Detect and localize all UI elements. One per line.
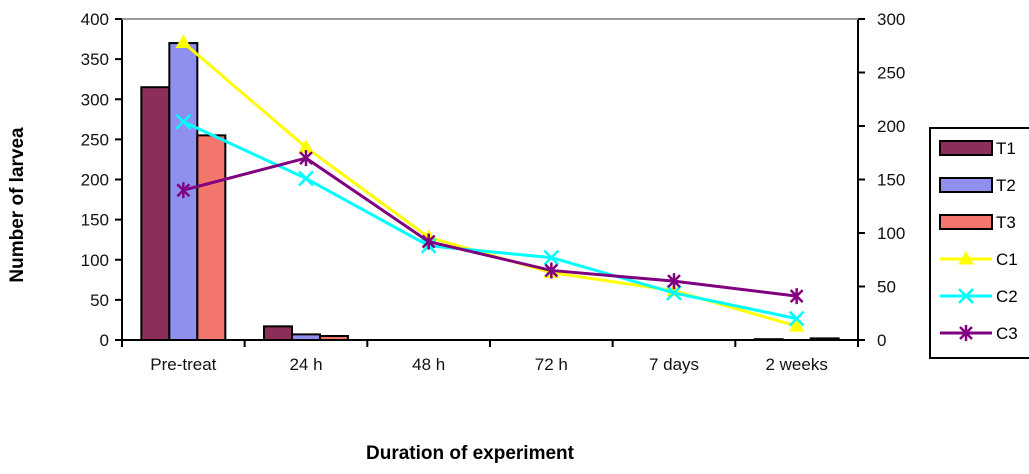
y-right-tick-label: 150 — [877, 171, 905, 190]
y-left-tick-label: 0 — [100, 331, 109, 350]
y-right-tick-label: 0 — [877, 331, 886, 350]
point-c2-0 — [175, 113, 192, 130]
y-right-tick-label: 100 — [877, 224, 905, 243]
y-right-tick-label: 200 — [877, 117, 905, 136]
legend-label: C2 — [996, 287, 1018, 306]
point-c1-0 — [175, 34, 192, 49]
legend-item-t3: T3 — [939, 213, 1016, 232]
point-c2-1 — [298, 170, 314, 187]
y-left-tick-label: 300 — [81, 90, 109, 109]
legend-label: C1 — [996, 250, 1018, 269]
point-c3-0 — [176, 182, 191, 199]
y-left-tick-label: 250 — [81, 130, 109, 149]
y-left-tick-label: 150 — [81, 211, 109, 230]
legend-item-t2: T2 — [939, 176, 1016, 195]
line-c2 — [182, 120, 797, 321]
plot-area: 0 50 100 150 200 250 300 350 400 0 50 100 150 200 250 3… — [81, 10, 906, 374]
legend-item-t1: T1 — [939, 139, 1016, 158]
marker-x-stroke — [298, 170, 314, 187]
marker-x-stroke — [788, 310, 805, 327]
legend-item-c1: C1 — [940, 250, 1018, 269]
legend-swatch — [939, 140, 993, 156]
legend: T1 T2 T3 C1 C2 C3 — [929, 127, 1029, 359]
x-tick-label: 24 h — [289, 355, 322, 374]
y-left-tick-label: 400 — [81, 10, 109, 29]
marker-x-stroke — [666, 285, 682, 301]
y-right-tick-label: 50 — [877, 278, 896, 297]
legend-box — [929, 127, 1029, 359]
bar-t3-0 — [196, 134, 227, 341]
bar-t1-1 — [263, 325, 293, 342]
x-tick-label: 2 weeks — [765, 355, 827, 374]
point-c2-5 — [788, 310, 805, 327]
y-left-tick-label: 100 — [81, 251, 109, 270]
legend-swatch — [939, 214, 993, 230]
legend-label: T3 — [996, 213, 1016, 232]
marker-x-stroke — [543, 249, 560, 266]
marker-triangle — [958, 251, 974, 265]
point-c1-5 — [788, 318, 805, 332]
legend-marker — [958, 251, 974, 265]
y-left-tick-label: 200 — [81, 171, 109, 190]
point-c3-2 — [421, 233, 436, 250]
point-c2-4 — [666, 285, 682, 301]
legend-item-c3: C3 — [940, 324, 1018, 343]
x-tick-label: 48 h — [412, 355, 445, 374]
legend-label: T1 — [996, 139, 1016, 158]
legend-swatch — [939, 177, 993, 193]
y-axis-title: Number of larvea — [7, 127, 28, 283]
x-tick-label: 72 h — [535, 355, 568, 374]
x-axis-title: Duration of experiment — [366, 443, 575, 464]
point-c3-4 — [667, 273, 681, 290]
marker-triangle — [788, 318, 805, 332]
legend-label: T2 — [996, 176, 1016, 195]
legend-label: C3 — [996, 324, 1018, 343]
marker-x-stroke — [958, 288, 974, 304]
point-c3-5 — [789, 288, 804, 305]
legend-item-c2: C2 — [940, 287, 1018, 306]
point-c2-3 — [543, 249, 560, 266]
x-tick-label: Pre-treat — [150, 355, 216, 374]
point-c3-1 — [299, 150, 313, 167]
legend-marker — [958, 288, 974, 304]
point-c3-3 — [544, 262, 559, 279]
y-right-tick-label: 300 — [877, 10, 905, 29]
legend-marker — [959, 325, 973, 341]
bar-t1-0 — [140, 86, 171, 342]
line-c3 — [182, 156, 797, 298]
y-right-tick-label: 250 — [877, 64, 905, 83]
marker-triangle — [175, 34, 192, 49]
y-left-tick-label: 350 — [81, 50, 109, 69]
y-left-tick-label: 50 — [90, 291, 109, 310]
x-tick-label: 7 days — [649, 355, 699, 374]
marker-x-stroke — [175, 113, 192, 130]
